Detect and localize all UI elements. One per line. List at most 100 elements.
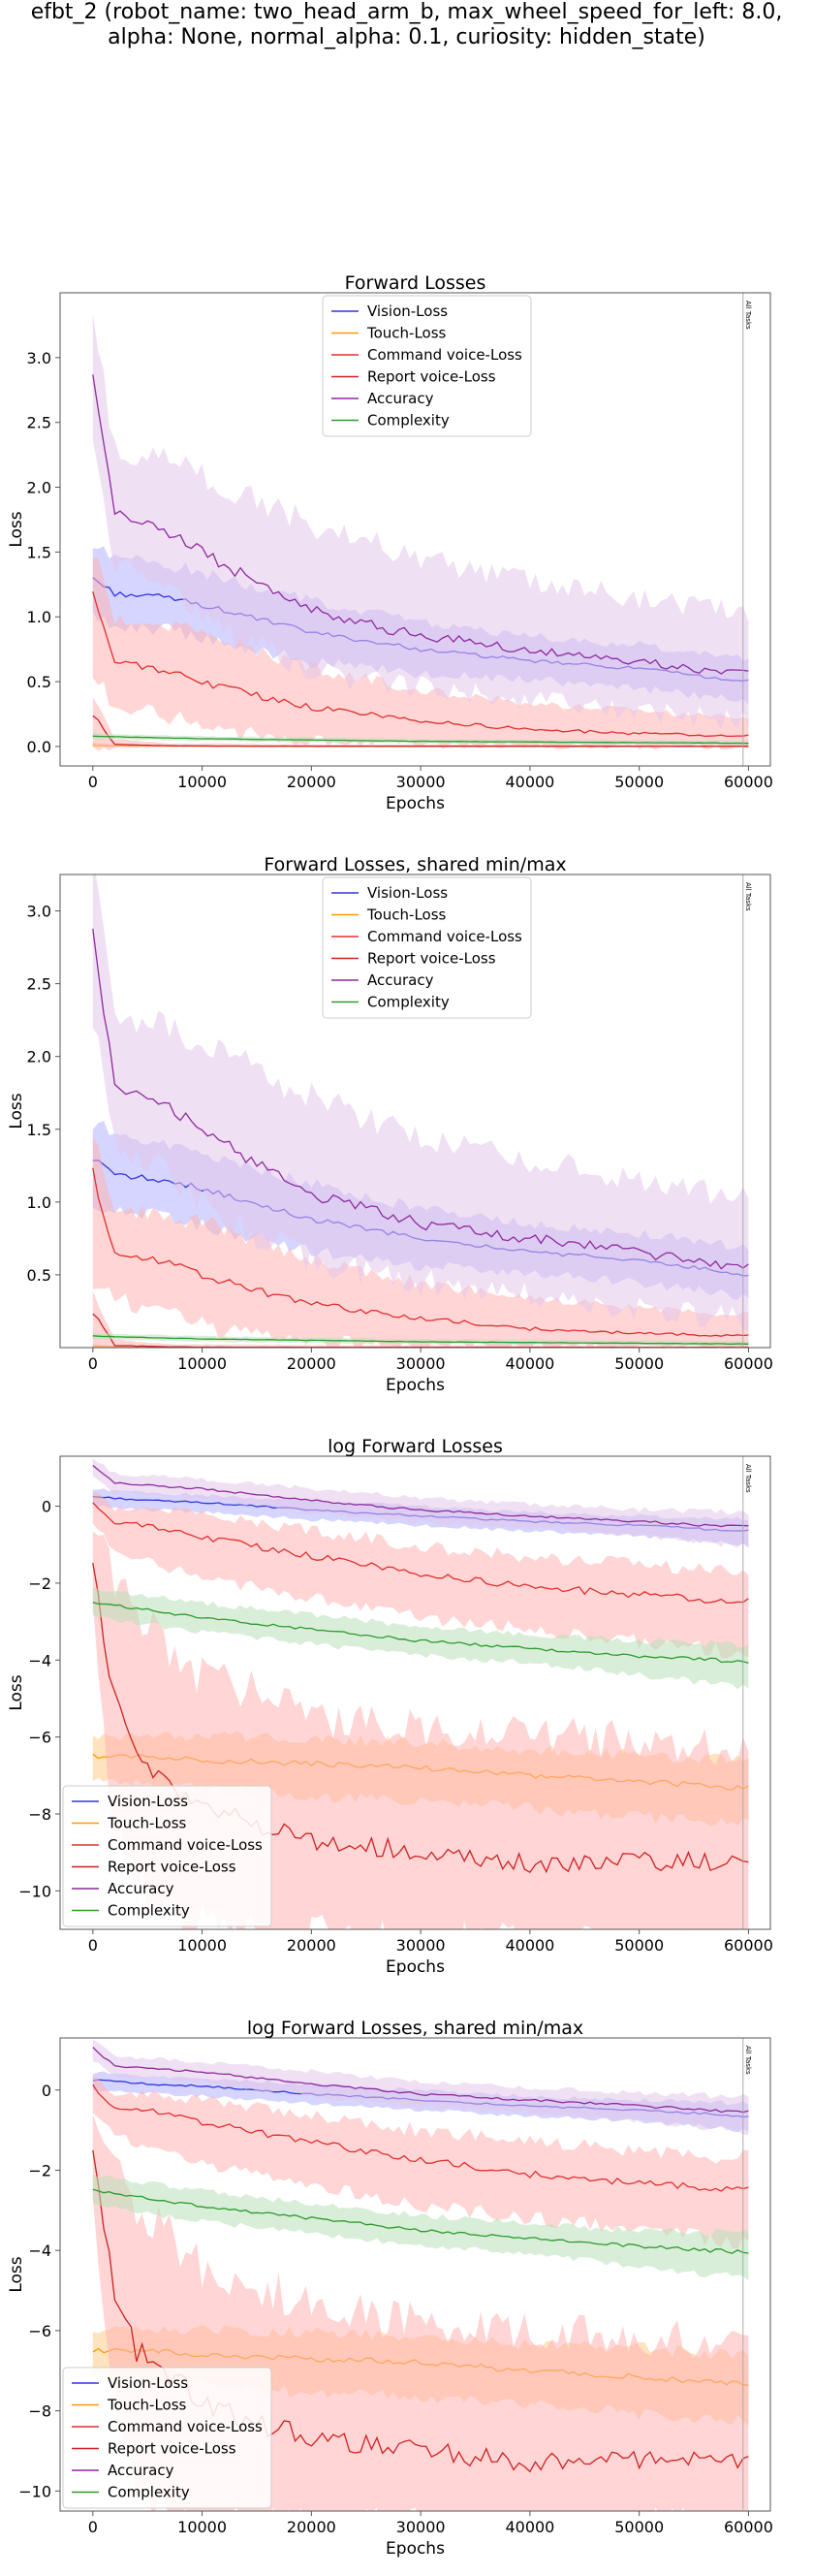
plot-frame [59,292,771,767]
legend-entry-complexity: Complexity [367,994,450,1011]
legend-entry-complexity: Complexity [367,412,450,429]
y-tick-label: −2 [28,2161,51,2179]
y-tick-label: −2 [28,1574,51,1593]
x-tick-label: 50000 [614,1354,664,1373]
x-axis-label: Epochs [386,1376,445,1395]
series-line-command-voice-loss [92,1167,749,1337]
vline-label: All Tasks [744,1464,752,1493]
x-tick-label: 30000 [396,1354,446,1373]
x-tick-label: 10000 [177,2518,227,2536]
suptitle-line-2: alpha: None, normal_alpha: 0.1, curiosit… [108,25,705,49]
legend-entry-complexity: Complexity [108,2484,190,2501]
series-line-complexity [92,2188,749,2254]
y-tick-label: −4 [28,1651,51,1670]
y-tick-label: 1.5 [27,543,51,561]
chart-forward-losses: All Tasks 0 10000 20000 30000 40000 50000 60000… [7,272,773,813]
figure-suptitle: efbt_2 (robot_name: two_head_arm_b, max_… [0,0,813,50]
legend-entry-report-voice-loss: Report voice-Loss [367,950,496,968]
y-tick-label: 1.5 [27,1121,51,1139]
series-line-command-voice-loss [92,591,749,738]
suptitle-line-1: efbt_2 (robot_name: two_head_arm_b, max_… [30,0,783,24]
vline-label: All Tasks [744,301,752,330]
y-tick-label: 3.0 [27,349,51,367]
y-tick-label: −10 [18,1882,51,1900]
plot-frame [59,874,771,1349]
series-band-command-voice-loss [92,1492,749,1659]
y-tick-label: 0.5 [27,673,51,691]
x-tick-label: 20000 [287,2518,336,2536]
y-tick-label: 2.0 [27,479,51,497]
y-tick-label: 0.0 [27,738,51,756]
y-tick-label: 1.0 [27,1193,51,1212]
chart-forward-losses-shared: All Tasks 0 10000 20000 30000 40000 50000 60000… [7,854,773,1395]
series-band-accuracy [92,1458,749,1548]
legend-entry-report-voice-loss: Report voice-Loss [367,368,496,386]
series-band-command-voice-loss [92,1137,749,1348]
x-tick-label: 20000 [287,1354,336,1373]
legend-entry-accuracy: Accuracy [367,390,434,407]
y-axis-label: Loss [7,1093,26,1129]
legend-entry-complexity: Complexity [108,1902,190,1920]
legend: Vision-Loss Touch-Loss Command voice-Loss R… [322,295,532,437]
x-tick-label: 50000 [614,1936,664,1955]
plot-series-group [92,313,749,751]
legend-entry-touch-loss: Touch-Loss [366,325,447,342]
legend-entry-command-voice-loss: Command voice-Loss [108,1836,263,1854]
y-tick-label: −8 [28,2402,51,2421]
x-tick-label: 60000 [724,1354,773,1373]
y-tick-label: 0.5 [27,1266,51,1285]
plot-frame [59,1455,771,1930]
chart-title: Forward Losses, shared min/max [264,854,566,875]
chart-log-forward-losses-shared: All Tasks 0 10000 20000 30000 40000 50000 60000… [7,2018,773,2559]
legend-entry-report-voice-loss: Report voice-Loss [108,1859,236,1876]
series-band-complexity [92,1587,749,1690]
x-tick-label: 0 [88,1354,98,1373]
x-tick-label: 10000 [177,773,227,791]
series-line-complexity [92,1335,749,1345]
series-line-accuracy [92,928,749,1270]
x-tick-label: 40000 [505,1936,554,1955]
x-tick-label: 0 [88,2518,98,2536]
x-tick-label: 40000 [505,2518,554,2536]
y-tick-label: 0 [42,2082,51,2100]
x-tick-label: 60000 [724,773,773,791]
legend-entry-vision-loss: Vision-Loss [367,884,448,902]
y-tick-label: 3.0 [27,903,51,921]
x-tick-label: 30000 [396,2518,446,2536]
series-line-complexity [92,735,749,745]
series-line-command-voice-loss [92,1502,749,1605]
x-tick-label: 50000 [614,2518,664,2536]
y-tick-label: −6 [28,2322,51,2340]
series-line-accuracy [92,2047,749,2114]
series-band-command-voice-loss [92,557,749,750]
x-tick-label: 0 [88,1936,98,1955]
x-axis-label: Epochs [386,1957,445,1977]
plot-series-group [92,875,749,1348]
series-band-accuracy [92,313,749,730]
series-line-accuracy [92,374,749,675]
chart-title: log Forward Losses, shared min/max [247,2018,583,2039]
legend-box [322,876,532,1019]
x-tick-label: 30000 [396,773,446,791]
plot-frame [59,2037,771,2512]
vline-label: All Tasks [744,2046,752,2075]
y-axis-label: Loss [7,511,26,547]
y-tick-label: 2.5 [27,414,51,432]
legend-box [62,2367,272,2509]
series-band-accuracy [92,2039,749,2136]
legend-entry-command-voice-loss: Command voice-Loss [367,928,522,945]
legend-entry-touch-loss: Touch-Loss [107,1815,187,1832]
legend-entry-vision-loss: Vision-Loss [108,1793,188,1810]
x-tick-label: 40000 [505,773,554,791]
chart-log-forward-losses: All Tasks 0 10000 20000 30000 40000 50000 60000… [7,1436,773,1977]
legend-box [322,295,532,437]
legend-entry-command-voice-loss: Command voice-Loss [367,346,522,364]
series-band-complexity [92,2175,749,2281]
y-tick-label: −8 [28,1805,51,1824]
legend-entry-accuracy: Accuracy [108,1880,174,1897]
legend-entry-touch-loss: Touch-Loss [366,906,447,924]
legend-box [62,1785,272,1927]
x-tick-label: 60000 [724,2518,773,2536]
legend: Vision-Loss Touch-Loss Command voice-Loss R… [322,876,532,1019]
x-tick-label: 40000 [505,1354,554,1373]
